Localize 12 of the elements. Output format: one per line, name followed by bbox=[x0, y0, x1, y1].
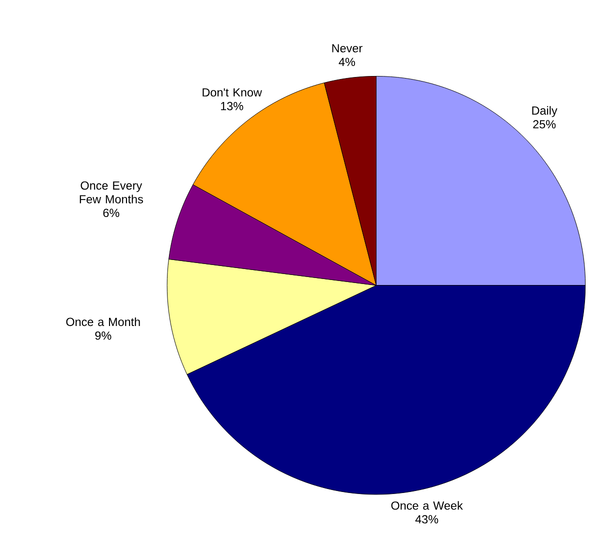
data-label: 6% bbox=[103, 208, 120, 218]
data-label: 13% bbox=[221, 102, 244, 110]
slice-label: Never bbox=[332, 44, 362, 52]
slice-label: Once Every Few Months bbox=[80, 181, 143, 204]
slice-label: Once a Week bbox=[391, 501, 463, 510]
data-label: 43% bbox=[415, 515, 438, 524]
data-label: 4% bbox=[338, 58, 356, 66]
data-label: 9% bbox=[95, 331, 112, 340]
data-label: 25% bbox=[533, 120, 556, 128]
slice-label: Daily bbox=[532, 106, 558, 118]
slice-label: Once a Month bbox=[66, 317, 140, 326]
slice-label: Don't Know bbox=[202, 88, 262, 97]
